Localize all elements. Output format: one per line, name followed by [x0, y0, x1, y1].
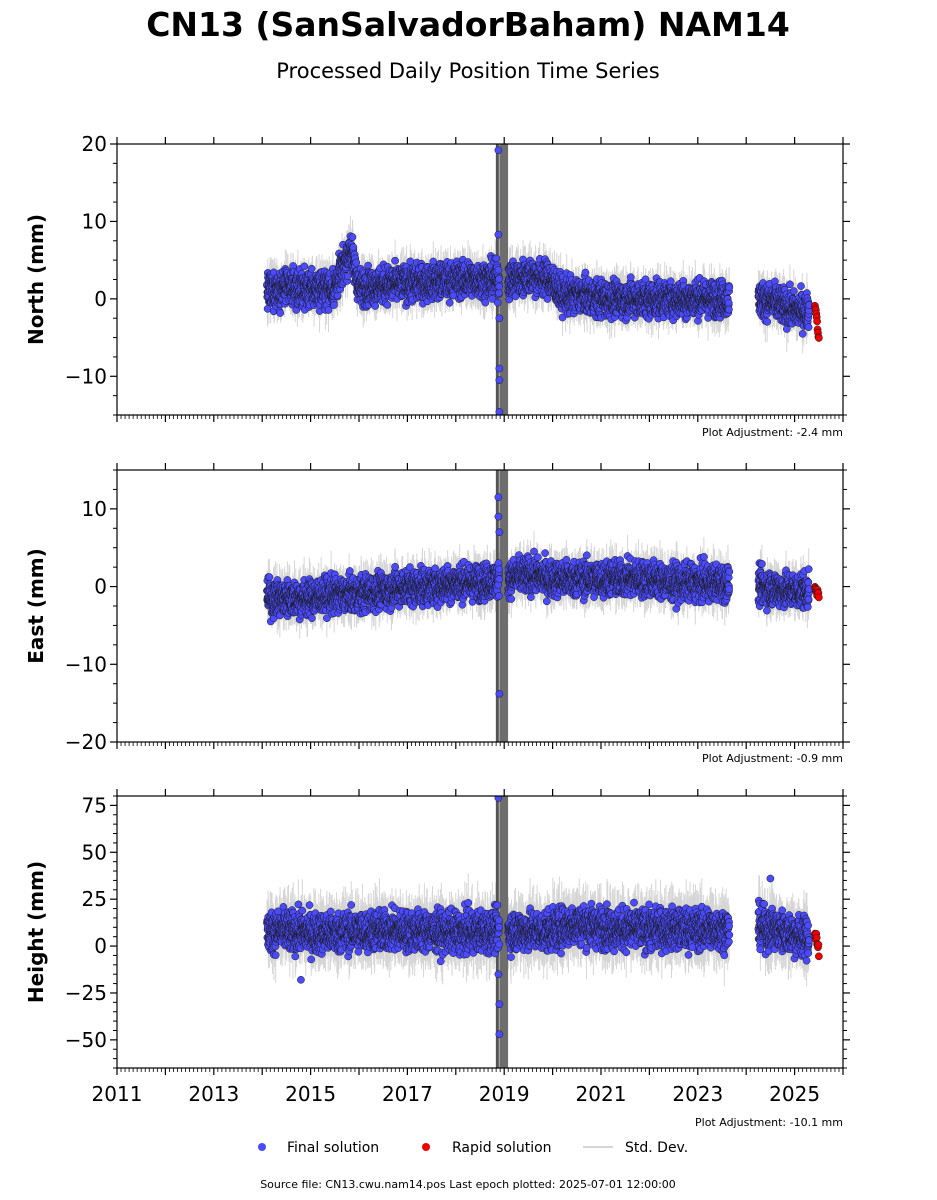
final-point	[581, 268, 590, 277]
final-point	[300, 262, 309, 271]
final-points	[263, 146, 813, 415]
final-point	[406, 257, 415, 266]
final-point	[324, 306, 333, 314]
final-point	[391, 256, 399, 265]
final-point	[666, 277, 675, 286]
data-gap-band	[499, 144, 509, 415]
final-point	[307, 264, 316, 273]
final-point	[352, 258, 361, 267]
final-point	[445, 298, 454, 307]
final-point	[364, 261, 372, 270]
final-point	[492, 254, 501, 263]
final-point	[493, 298, 502, 307]
final-point	[495, 282, 504, 291]
final-point	[330, 301, 338, 309]
final-point	[343, 272, 352, 281]
final-point	[371, 302, 380, 310]
final-point	[626, 273, 635, 282]
plot-area	[263, 144, 823, 415]
final-point	[348, 233, 357, 242]
final-point	[481, 298, 490, 307]
final-point	[495, 289, 503, 297]
figure-subtitle: Processed Daily Position Time Series	[276, 59, 660, 83]
final-point	[383, 301, 392, 309]
figure-title: CN13 (SanSalvadorBaham) NAM14	[146, 5, 790, 44]
final-point	[494, 265, 503, 274]
final-point	[276, 309, 285, 317]
final-point	[349, 243, 358, 252]
final-point	[543, 295, 552, 303]
final-point	[495, 275, 503, 283]
